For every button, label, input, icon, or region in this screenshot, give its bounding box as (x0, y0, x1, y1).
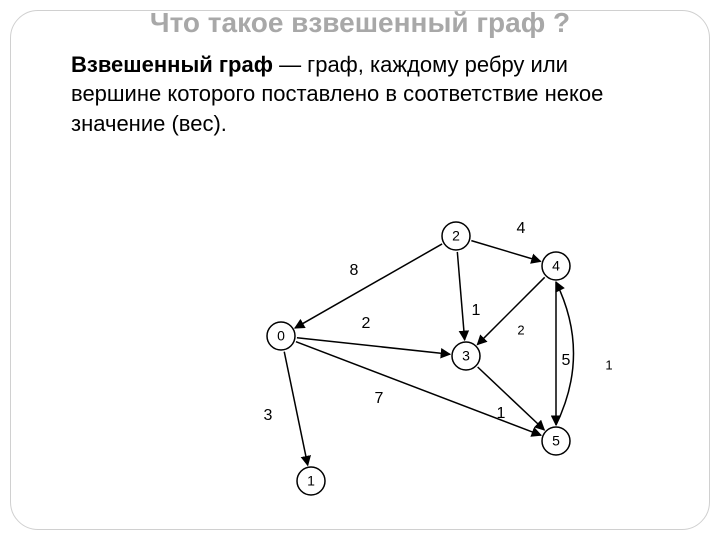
edge-weight: 4 (517, 220, 526, 237)
edge-weight: 2 (362, 315, 371, 332)
edge (478, 367, 545, 430)
graph-svg: 8 2 7 3 1 4 2 1 5 1 0 1 2 3 4 5 (11, 11, 710, 530)
graph-node-label: 2 (452, 228, 460, 244)
edge (477, 277, 544, 344)
edge (457, 252, 464, 340)
edge-weight: 3 (264, 407, 273, 424)
edge (284, 352, 308, 466)
edge-weight: 1 (605, 357, 612, 372)
edge (297, 338, 450, 355)
edge-weight: 1 (472, 302, 481, 319)
graph-node-label: 4 (552, 258, 560, 274)
graph-node-label: 0 (277, 328, 285, 344)
graph-node-label: 1 (307, 473, 315, 489)
graph-node-label: 3 (462, 348, 470, 364)
edge-weight: 8 (350, 262, 359, 279)
edge-weight: 7 (375, 390, 384, 407)
edge (471, 241, 540, 262)
weighted-graph-diagram: 8 2 7 3 1 4 2 1 5 1 0 1 2 3 4 5 (11, 11, 709, 529)
graph-node-label: 5 (552, 433, 560, 449)
edge-weight: 2 (517, 322, 524, 337)
slide-frame: Что такое взвешенный граф ? Взвешенный г… (10, 10, 710, 530)
edge-weight: 5 (562, 352, 571, 369)
edge-weight: 1 (497, 405, 506, 422)
